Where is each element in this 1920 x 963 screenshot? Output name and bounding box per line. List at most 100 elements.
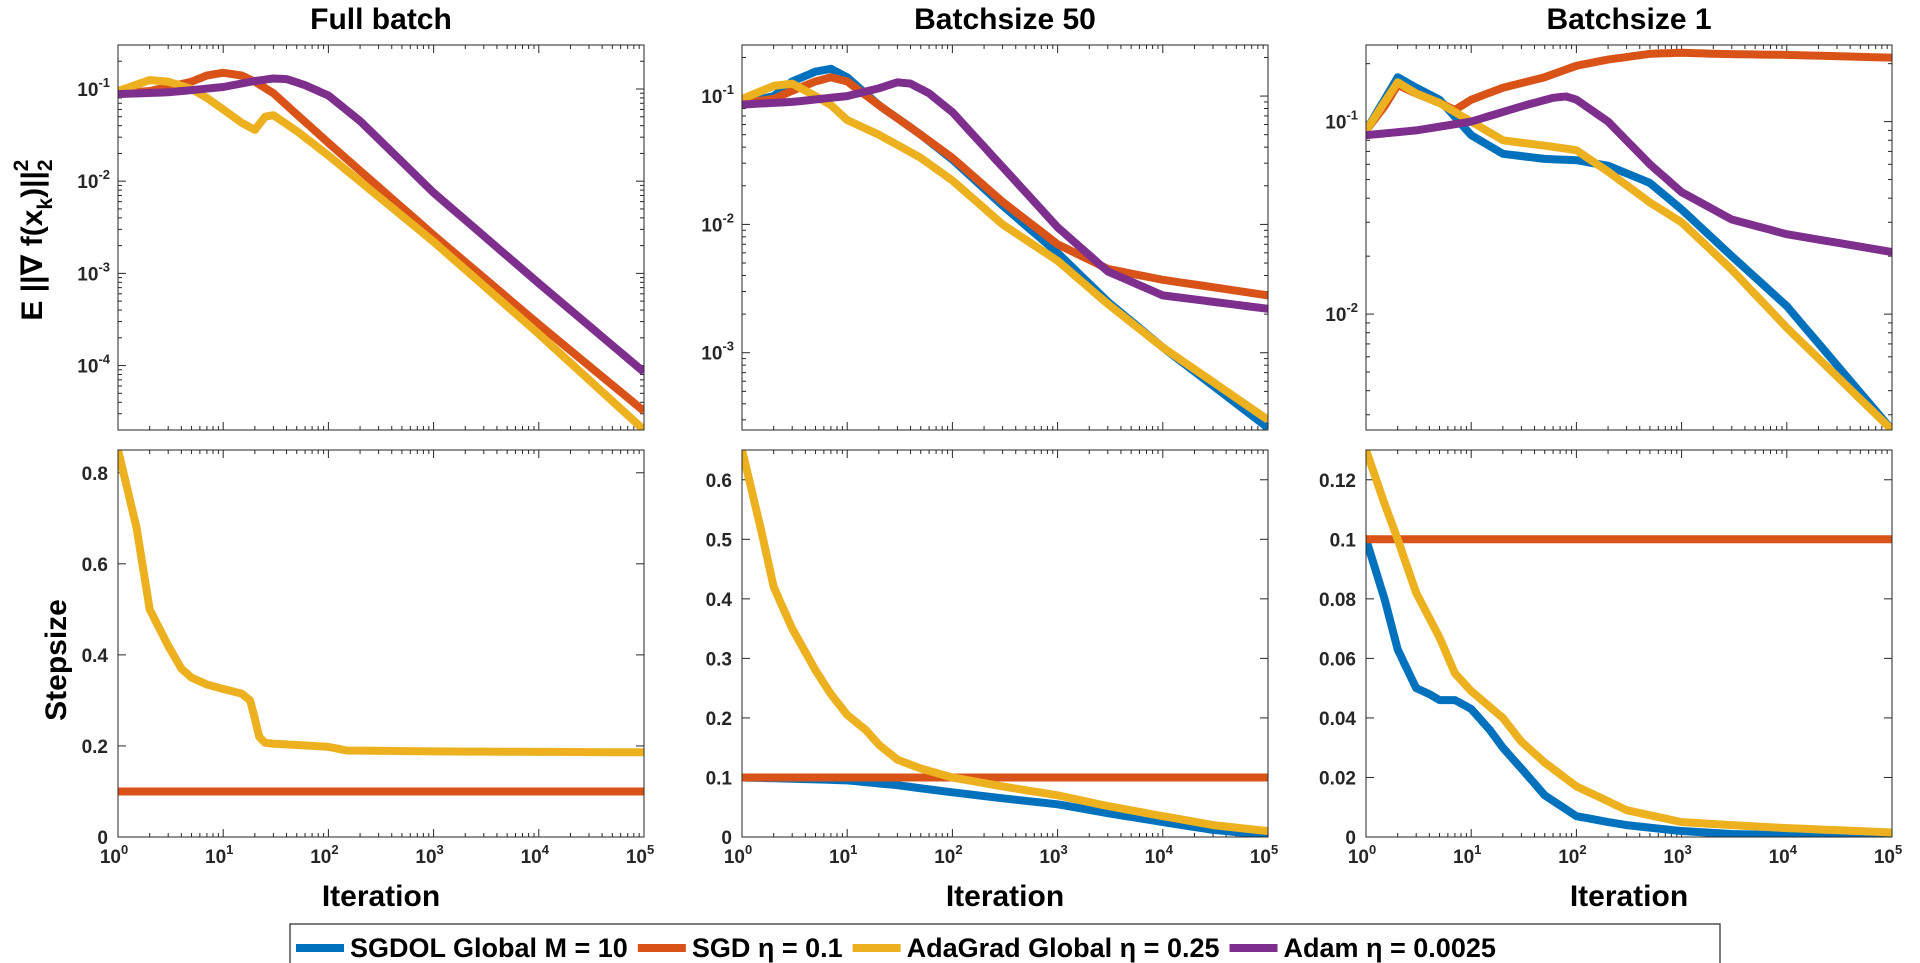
- y-tick-label: 0.2: [82, 737, 108, 758]
- y-tick-label: 10-1: [77, 75, 110, 101]
- series-line-adam: [742, 78, 1268, 313]
- x-tick-label: 103: [1663, 842, 1691, 868]
- x-tick-label: 105: [1250, 842, 1278, 868]
- series-line-sgdol-global-m-10: [742, 64, 1268, 430]
- x-axis-label: Iteration: [322, 880, 440, 913]
- panel-title: Batchsize 50: [914, 3, 1096, 36]
- x-tick-label: 101: [829, 842, 857, 868]
- legend-label: AdaGrad Global η = 0.25: [907, 933, 1220, 963]
- legend-items: SGDOL Global M = 10 SGD η = 0.1 AdaGrad Gl…: [296, 933, 1496, 963]
- x-tick-label: 100: [724, 842, 752, 868]
- panel-title: Full batch: [310, 3, 452, 36]
- x-tick-label: 104: [1769, 842, 1798, 868]
- y-tick-label: 0: [721, 828, 732, 849]
- x-tick-label: 102: [934, 842, 962, 868]
- series-group: [118, 68, 644, 430]
- y-tick-label: 0.1: [1330, 530, 1357, 551]
- series-group: [118, 450, 644, 796]
- y-tick-label: 0.5: [706, 530, 733, 551]
- y-tick-label: 10-2: [701, 210, 734, 236]
- axes-frame: [741, 44, 1269, 431]
- legend-item-adagrad-global: AdaGrad Global η = 0.25: [852, 933, 1220, 963]
- panel-top-left: Full batch 10-4 10-3 10-2 10-1: [77, 3, 645, 431]
- x-axis-label: Iteration: [1570, 880, 1688, 913]
- y-tick-label: 0.02: [1319, 768, 1356, 789]
- x-tick-label: 102: [310, 842, 338, 868]
- y-tick-label: 10-3: [701, 339, 734, 365]
- series-group: [742, 450, 1268, 837]
- legend-item-sgdol-global-m-10: SGDOL Global M = 10: [296, 933, 628, 963]
- legend-item-sgd: SGD η = 0.1: [637, 933, 843, 963]
- x-tick-label: 105: [626, 842, 654, 868]
- x-tick-label: 100: [100, 842, 128, 868]
- series-line-adagrad-global: [118, 450, 644, 757]
- y-tick-label: 0.8: [82, 464, 108, 485]
- legend: SGDOL Global M = 10 SGD η = 0.1 AdaGrad Gl…: [289, 923, 1721, 963]
- series-line-adagrad-global: [742, 79, 1268, 424]
- y-tick-label: 0: [1345, 828, 1356, 849]
- series-line-sgd: [118, 68, 644, 415]
- legend-label: SGD η = 0.1: [692, 933, 843, 963]
- y-tick-label: 0.04: [1319, 709, 1356, 730]
- panel-title: Batchsize 1: [1546, 3, 1711, 36]
- series-line-adam: [1366, 92, 1892, 257]
- y-tick-label: 0.6: [706, 471, 732, 492]
- panel-bottom-right: 100 101 102 103 104 105 0 0.02 0.04 0.06 0.08 0.1 0.…: [1319, 449, 1902, 913]
- legend-item-adam: Adam η = 0.0025: [1229, 933, 1496, 963]
- y-tick-label: 0: [97, 828, 108, 849]
- y-tick-label: 10-1: [1325, 108, 1358, 134]
- y-tick-label: 0.4: [82, 646, 109, 667]
- x-tick-label: 104: [1145, 842, 1174, 868]
- series-line-adagrad-global: [1366, 78, 1892, 430]
- y-tick-label: 10-3: [77, 259, 110, 285]
- y-tick-label: 0.2: [706, 709, 732, 730]
- y-tick-label: 0.6: [82, 555, 108, 576]
- y-tick-label: 0.4: [706, 590, 733, 611]
- x-tick-label: 102: [1558, 842, 1586, 868]
- series-line-adagrad-global: [742, 450, 1268, 835]
- axes-frame: [1365, 44, 1893, 431]
- y-tick-label: 10-4: [77, 352, 110, 378]
- x-axis-label: Iteration: [946, 880, 1064, 913]
- x-tick-label: 103: [415, 842, 443, 868]
- series-line-sgdol-global-m-10: [1366, 73, 1892, 430]
- x-tick-label: 100: [1348, 842, 1376, 868]
- legend-box: [289, 923, 1721, 963]
- series-line-sgd: [742, 73, 1268, 300]
- bottom-y-axis-label: Stepsize: [40, 599, 73, 721]
- legend-label: SGDOL Global M = 10: [350, 933, 628, 963]
- axes-frame: [117, 449, 645, 838]
- axes-frame: [741, 449, 1269, 838]
- axes-frame: [117, 44, 645, 431]
- series-line-sgdol-global-m-10: [1366, 538, 1892, 837]
- panel-top-right: Batchsize 1 10-2 10-1: [1325, 3, 1893, 431]
- y-tick-label: 0.1: [706, 768, 733, 789]
- x-tick-label: 103: [1039, 842, 1067, 868]
- y-tick-label: 10-1: [701, 82, 734, 108]
- top-y-axis-label: E ||∇ f(xk)||22: [10, 159, 57, 320]
- panel-top-middle: Batchsize 50 10-3 10-2 10-1: [701, 3, 1269, 431]
- legend-label: Adam η = 0.0025: [1284, 933, 1496, 963]
- series-line-adagrad-global: [118, 76, 644, 430]
- y-tick-label: 10-2: [1325, 300, 1358, 326]
- series-line-sgd: [1366, 48, 1892, 133]
- series-group: [1366, 450, 1892, 837]
- panel-bottom-left: 100 101 102 103 104 105 0 0.2 0.4 0.6 0.8 Iteration: [82, 449, 654, 913]
- x-tick-label: 101: [1453, 842, 1481, 868]
- series-group: [1366, 48, 1892, 430]
- x-tick-label: 105: [1874, 842, 1902, 868]
- y-tick-label: 10-2: [77, 167, 110, 193]
- axes-frame: [1365, 449, 1893, 838]
- series-line-adagrad-global: [1366, 450, 1892, 837]
- x-tick-label: 101: [205, 842, 233, 868]
- panel-bottom-middle: 100 101 102 103 104 105 0 0.1 0.2 0.3 0.4 0.5 0.6 Ite…: [706, 449, 1278, 913]
- y-tick-label: 0.12: [1319, 471, 1356, 492]
- y-tick-label: 0.06: [1319, 649, 1356, 670]
- x-tick-label: 104: [521, 842, 550, 868]
- y-tick-label: 0.08: [1319, 590, 1356, 611]
- series-group: [742, 64, 1268, 430]
- y-tick-label: 0.3: [706, 649, 732, 670]
- series-line-adam: [118, 74, 644, 376]
- chart-panels: Full batch 10-4 10-3 10-2 10-1 Batchsize 50 10…: [77, 3, 1902, 913]
